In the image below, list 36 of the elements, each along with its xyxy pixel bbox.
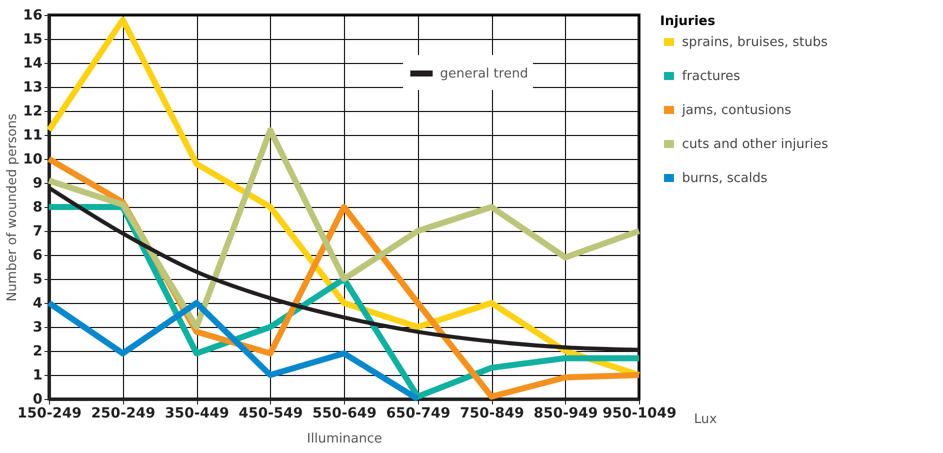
- y-tick-label: 9: [32, 176, 42, 192]
- x-tick-label: 250-249: [91, 406, 156, 422]
- y-tick-label: 14: [23, 56, 43, 72]
- y-tick-label: 11: [23, 128, 42, 144]
- legend-label: fractures: [682, 69, 740, 84]
- y-tick-label: 16: [23, 8, 42, 24]
- y-tick-label: 8: [32, 200, 42, 216]
- y-tick-label: 15: [23, 32, 42, 48]
- y-tick-label: 4: [32, 296, 43, 312]
- y-tick-label: 2: [32, 344, 42, 360]
- y-tick-label: 1: [32, 368, 42, 384]
- x-tick-label: 850-949: [534, 406, 598, 422]
- x-tick-label: 350-449: [164, 406, 230, 422]
- x-tick-label: 650-749: [386, 406, 450, 422]
- y-tick-label: 5: [32, 272, 42, 288]
- x-tick-label: 950-1049: [602, 406, 676, 422]
- x-axis-title: Illuminance: [306, 432, 382, 446]
- legend-label: sprains, bruises, stubs: [682, 35, 828, 50]
- y-tick-label: 10: [23, 152, 43, 168]
- legend-label: jams, contusions: [681, 103, 792, 118]
- x-tick-label: 750-849: [460, 406, 524, 422]
- y-tick-label: 3: [32, 320, 42, 336]
- legend-label: cuts and other injuries: [682, 137, 828, 152]
- y-tick-label: 6: [32, 248, 42, 264]
- text: Lux: [694, 412, 718, 427]
- y-tick-label: 13: [23, 80, 42, 96]
- y-tick-label: 12: [23, 104, 42, 120]
- x-tick-label: 450-549: [238, 406, 303, 422]
- x-tick-label: 550-649: [312, 406, 377, 422]
- legend-label: burns, scalds: [682, 171, 768, 186]
- legend-label: general trend: [440, 66, 528, 82]
- y-tick-label: 7: [32, 224, 42, 240]
- y-tick-label: 0: [32, 392, 43, 408]
- x-tick-label: 150-249: [17, 406, 82, 422]
- y-axis-title: Number of wounded persons: [5, 113, 20, 302]
- legend-title: Injuries: [660, 14, 716, 29]
